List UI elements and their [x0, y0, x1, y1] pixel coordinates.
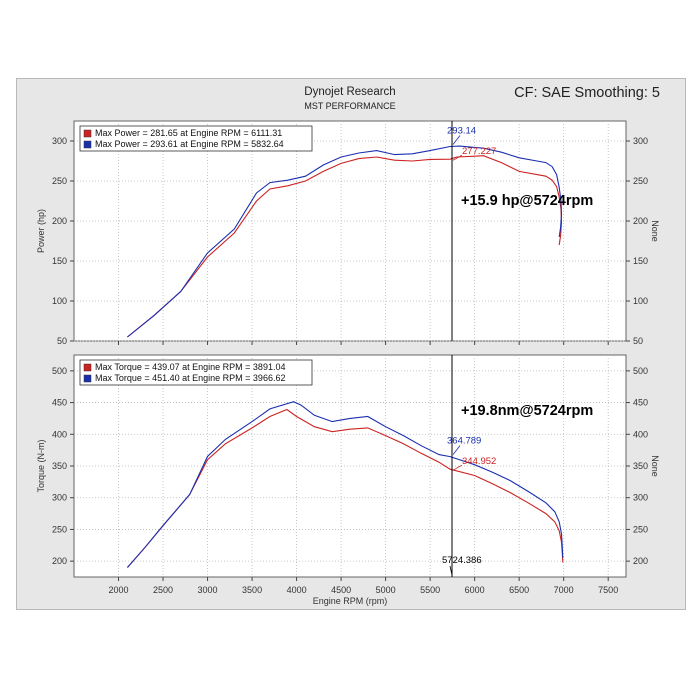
- torque-y-tick-label-left: 300: [52, 493, 67, 503]
- power-legend-entry-1: Max Power = 281.65 at Engine RPM = 6111.…: [95, 128, 282, 138]
- torque-cursor-x-pointer: [449, 565, 453, 576]
- x-tick-label: 5500: [420, 585, 440, 595]
- torque-cursor-run2-pointer: [452, 445, 461, 455]
- power-y-tick-label-left: 250: [52, 176, 67, 186]
- power-plot-area: [73, 120, 627, 342]
- power-cursor-run2-pointer: [452, 135, 461, 145]
- power-legend-swatch-1: [83, 129, 92, 138]
- power-legend-box: [79, 125, 313, 152]
- x-tick-label: 4000: [287, 585, 307, 595]
- torque-y-tick-label-right: 300: [633, 493, 648, 503]
- power-y-tick-label-left: 150: [52, 256, 67, 266]
- power-y-tick-label-left: 300: [52, 136, 67, 146]
- power-y-tick-label-right: 200: [633, 216, 648, 226]
- torque-legend-swatch-1: [83, 363, 92, 372]
- power-y-tick-label-left: 200: [52, 216, 67, 226]
- x-tick-label: 2500: [153, 585, 173, 595]
- torque-y-axis-label: Torque (N-m): [36, 439, 46, 492]
- power-cursor-run2-label: 293.14: [447, 126, 476, 137]
- torque-y-tick-label-right: 400: [633, 429, 648, 439]
- torque-cursor-run1-pointer: [452, 464, 463, 471]
- x-tick-label: 3000: [198, 585, 218, 595]
- torque-legend-entry-1: Max Torque = 439.07 at Engine RPM = 3891…: [95, 362, 285, 372]
- torque-y-tick-label-right: 350: [633, 461, 648, 471]
- x-tick-label: 2000: [109, 585, 129, 595]
- chart-title: Dynojet Research: [304, 86, 396, 98]
- torque-gain-annotation: +19.8nm@5724rpm: [461, 403, 593, 419]
- power-legend-entry-2: Max Power = 293.61 at Engine RPM = 5832.…: [95, 139, 284, 149]
- torque-y-tick-label-left: 250: [52, 524, 67, 534]
- x-tick-label: 7500: [598, 585, 618, 595]
- torque-y-tick-label-right: 250: [633, 524, 648, 534]
- torque-right-axis-label: None: [650, 455, 660, 477]
- torque-y-tick-label-left: 200: [52, 556, 67, 566]
- chart-subtitle: MST PERFORMANCE: [304, 101, 396, 111]
- power-y-tick-label-right: 250: [633, 176, 648, 186]
- torque-legend-swatch-2: [83, 374, 92, 383]
- power-series-line-2: [127, 145, 563, 338]
- x-axis-label: Engine RPM (rpm): [313, 596, 388, 606]
- power-y-tick-label-left: 50: [57, 336, 67, 346]
- power-cursor-run1-label: 277.227: [462, 146, 496, 157]
- torque-y-tick-label-left: 350: [52, 461, 67, 471]
- power-y-tick-label-left: 100: [52, 296, 67, 306]
- power-cursor-run1-pointer: [452, 154, 463, 161]
- torque-y-tick-label-left: 500: [52, 366, 67, 376]
- torque-y-tick-label-right: 450: [633, 398, 648, 408]
- torque-cursor-run2-label: 364.789: [447, 436, 481, 447]
- x-tick-label: 4500: [331, 585, 351, 595]
- correction-factor-label: CF: SAE Smoothing: 5: [514, 85, 660, 101]
- x-tick-label: 6500: [509, 585, 529, 595]
- torque-series-line-2: [126, 401, 564, 568]
- power-y-tick-label-right: 100: [633, 296, 648, 306]
- torque-cursor-run1-label: 344.952: [462, 456, 496, 467]
- power-series-line-1: [127, 155, 563, 338]
- torque-y-tick-label-left: 450: [52, 398, 67, 408]
- torque-series-line-1: [126, 408, 564, 568]
- torque-y-tick-label-left: 400: [52, 429, 67, 439]
- power-y-axis-label: Power (hp): [36, 209, 46, 253]
- x-tick-label: 7000: [554, 585, 574, 595]
- power-legend-swatch-2: [83, 140, 92, 149]
- power-y-tick-label-right: 50: [633, 336, 643, 346]
- torque-y-tick-label-right: 200: [633, 556, 648, 566]
- x-tick-label: 3500: [242, 585, 262, 595]
- torque-cursor-x-label: 5724.386: [442, 555, 482, 566]
- x-tick-label: 5000: [376, 585, 396, 595]
- torque-legend-entry-2: Max Torque = 451.40 at Engine RPM = 3966…: [95, 373, 285, 383]
- torque-legend-box: [79, 359, 313, 386]
- power-y-tick-label-right: 150: [633, 256, 648, 266]
- power-right-axis-label: None: [650, 220, 660, 242]
- power-gain-annotation: +15.9 hp@5724rpm: [461, 193, 593, 209]
- power-y-tick-label-right: 300: [633, 136, 648, 146]
- torque-y-tick-label-right: 500: [633, 366, 648, 376]
- x-tick-label: 6000: [465, 585, 485, 595]
